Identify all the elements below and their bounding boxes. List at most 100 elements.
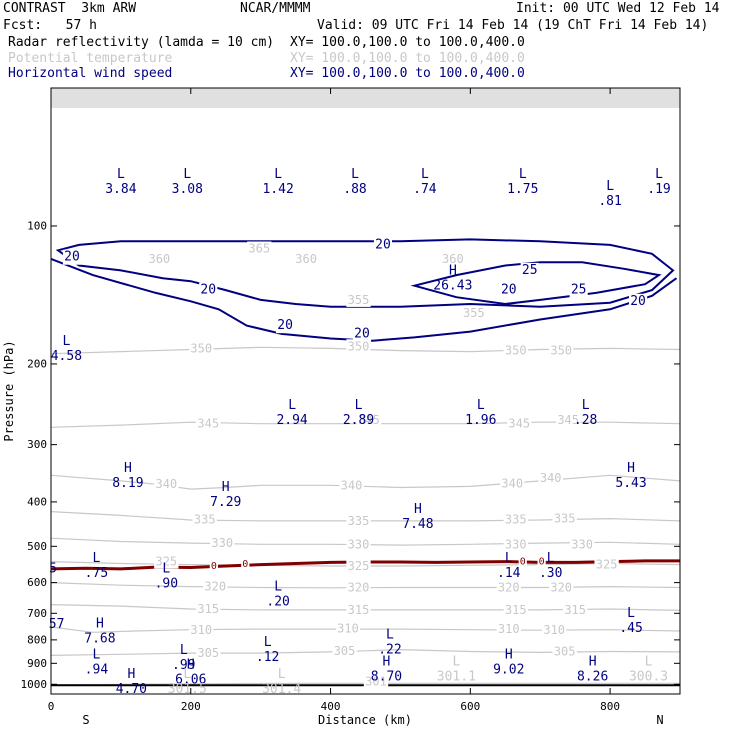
high-marker: H (505, 648, 513, 663)
valid-time: Valid: 09 UTC Fri 14 Feb 14 (19 ChT Fri … (317, 18, 709, 33)
theta-label-350-bg (346, 339, 371, 354)
theta-label-301: 301 (365, 674, 387, 688)
low-marker: L (519, 167, 527, 182)
theta-label-310: 310 (498, 622, 520, 636)
field-theta-name: Potential temperature (8, 51, 173, 66)
wind-label-20: 20 (630, 294, 646, 309)
low-marker: L (606, 179, 614, 194)
extremum-value-32: 8.26 (577, 669, 608, 684)
low-marker: L (452, 654, 460, 669)
north-end-label: N (656, 713, 663, 727)
theta-label-335: 335 (505, 513, 527, 527)
theta-label-310-bg (189, 623, 214, 638)
theta-label-355-bg (346, 292, 371, 307)
x-tick-label: 400 (321, 700, 341, 713)
theta-label-310-bg (335, 621, 361, 636)
extremum-value-11: 2.89 (343, 413, 374, 428)
theta-label-350: 350 (190, 341, 212, 355)
extremum-value-35: 4.70 (116, 682, 147, 697)
wind-label-20-bg (199, 282, 218, 298)
y-tick-label: 300 (27, 438, 47, 451)
theta-label-335: 335 (348, 514, 370, 528)
theta-label-335-bg (503, 512, 528, 527)
high-marker: H (96, 616, 104, 631)
low-marker: L (582, 398, 590, 413)
low-marker: L (288, 398, 296, 413)
extremum-value-17: 7.48 (402, 517, 433, 532)
low-marker: L (477, 398, 485, 413)
x-tick-label: 800 (600, 700, 620, 713)
extremum-value-7: .19 (647, 182, 670, 197)
extremum-value-37: 301.4 (262, 682, 301, 697)
theta-label-315: 315 (197, 602, 219, 616)
theta-label-305-bg (552, 644, 577, 659)
forecast-hour: Fcst: 57 h (3, 18, 97, 33)
theta-label-340-bg (500, 476, 525, 491)
high-marker: H (222, 480, 230, 495)
theta-label-330: 330 (211, 536, 233, 550)
low-marker: L (386, 627, 394, 642)
extremum-value-23: .45 (619, 621, 642, 636)
model-title: CONTRAST 3km ARW (3, 1, 137, 16)
theta-label-335-bg (192, 512, 217, 527)
extremum-value-3: .88 (343, 182, 366, 197)
theta-label-340: 340 (155, 477, 177, 491)
theta-label-310: 310 (190, 623, 212, 637)
theta-label-315-bg (503, 602, 528, 617)
theta-label-315-bg (196, 601, 221, 616)
init-time: Init: 00 UTC Wed 12 Feb 14 (516, 1, 720, 16)
south-end-label: S (82, 713, 89, 727)
x-tick-label: 600 (460, 700, 480, 713)
theta-label-345-bg (196, 416, 221, 431)
theta-label-305: 305 (197, 646, 219, 660)
theta-label-330: 330 (348, 537, 370, 551)
low-marker: L (547, 551, 555, 566)
extremum-value-18: .75 (85, 566, 108, 581)
wind-label-20: 20 (354, 326, 370, 341)
theta-label-345-bg (556, 412, 581, 427)
theta-label-350-bg (503, 343, 528, 358)
theta-label-340: 340 (341, 478, 363, 492)
wind-label-20-bg (276, 318, 295, 334)
extremum-value-2: 1.42 (262, 182, 293, 197)
theta-label-345: 345 (508, 417, 530, 431)
high-marker: H (383, 654, 391, 669)
low-marker: L (505, 551, 513, 566)
wind-contour-20-1 (51, 257, 678, 342)
theta-label-350: 350 (550, 344, 572, 358)
high-marker: H (627, 461, 635, 476)
theta-label-330-bg (210, 536, 235, 551)
theta-label-335: 335 (194, 513, 216, 527)
theta-label-345-bg (356, 412, 382, 427)
extremum-value-36: 301.5 (168, 682, 207, 697)
extremum-value-20: .30 (539, 566, 562, 581)
extremum-value-34: 6.06 (175, 672, 206, 687)
extremum-value-29: 8.70 (371, 669, 402, 684)
extremum-value-28: .94 (85, 663, 109, 678)
field-wind-xy: XY= 100.0,100.0 to 100.0,400.0 (290, 66, 525, 81)
theta-label-340-bg (339, 478, 364, 493)
low-marker: L (274, 167, 282, 182)
theta-label-315: 315 (564, 603, 586, 617)
extremum-value-13: .28 (574, 413, 597, 428)
y-tick-label: 900 (27, 657, 47, 670)
extremum-value-9: 4.58 (51, 349, 82, 364)
extremum-value-4: .74 (413, 182, 437, 197)
theta-label-365-bg (247, 241, 272, 256)
wind-label-20-bg (352, 326, 372, 342)
low-marker: L (117, 167, 125, 182)
y-tick-label: 400 (27, 495, 47, 508)
theta-label-360: 360 (148, 252, 170, 266)
extremum-value-27: .99 (172, 658, 195, 673)
zero-label: 0 (211, 561, 217, 572)
low-marker: L (351, 167, 359, 182)
extremum-value-26: .12 (256, 650, 279, 665)
plot-frame (50, 87, 681, 695)
field-reflectivity-xy: XY= 100.0,100.0 to 100.0,400.0 (290, 35, 525, 50)
extremum-value-10: 2.94 (276, 413, 307, 428)
theta-label-360-bg (293, 251, 319, 266)
theta-label-305-bg (332, 643, 357, 658)
theta-label-330: 330 (571, 537, 593, 551)
extremum-value-1: 3.08 (172, 182, 203, 197)
